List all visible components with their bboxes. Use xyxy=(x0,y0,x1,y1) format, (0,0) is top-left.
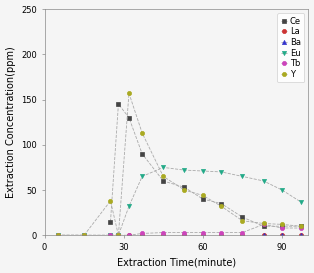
Y xyxy=(109,199,112,203)
Line: Ba: Ba xyxy=(56,233,303,237)
Y xyxy=(201,194,205,197)
Line: Y: Y xyxy=(56,91,303,237)
X-axis label: Extraction Time(minute): Extraction Time(minute) xyxy=(117,257,236,268)
Y xyxy=(299,225,302,228)
Line: Eu: Eu xyxy=(56,165,303,237)
Ba xyxy=(109,234,112,237)
Eu xyxy=(241,175,244,178)
Line: Tb: Tb xyxy=(56,222,303,237)
Tb xyxy=(201,231,205,234)
Eu xyxy=(140,175,144,178)
Y xyxy=(56,234,60,237)
Ba xyxy=(280,234,284,237)
Tb xyxy=(161,231,165,234)
Ba xyxy=(82,234,86,237)
Ce xyxy=(241,215,244,219)
Ba xyxy=(161,234,165,237)
Tb xyxy=(56,234,60,237)
La xyxy=(82,234,86,237)
Y xyxy=(116,234,120,237)
Y xyxy=(161,175,165,178)
Eu xyxy=(56,234,60,237)
Ce xyxy=(182,186,186,189)
Legend: Ce, La, Ba, Eu, Tb, Y: Ce, La, Ba, Eu, Tb, Y xyxy=(277,13,304,82)
Tb xyxy=(262,223,265,226)
Eu xyxy=(219,170,223,174)
Y xyxy=(127,91,131,95)
La xyxy=(219,234,223,237)
Ba xyxy=(116,234,120,237)
Ba xyxy=(262,234,265,237)
Line: La: La xyxy=(56,233,303,237)
Ba xyxy=(182,234,186,237)
Ce xyxy=(299,225,302,228)
La xyxy=(262,234,265,237)
Y xyxy=(241,219,244,222)
Eu xyxy=(201,169,205,173)
Ce xyxy=(262,225,265,228)
Eu xyxy=(116,234,120,237)
Y xyxy=(182,188,186,192)
Ba xyxy=(241,234,244,237)
Tb xyxy=(116,234,120,237)
Eu xyxy=(299,200,302,203)
Eu xyxy=(127,205,131,208)
Ba xyxy=(219,234,223,237)
Eu xyxy=(161,166,165,169)
Ba xyxy=(140,234,144,237)
Eu xyxy=(182,168,186,172)
Tb xyxy=(280,226,284,230)
Ce xyxy=(201,197,205,201)
Ce xyxy=(219,202,223,205)
Ba xyxy=(56,234,60,237)
La xyxy=(299,234,302,237)
Ba xyxy=(127,234,131,237)
Tb xyxy=(299,226,302,230)
Eu xyxy=(109,234,112,237)
Ce xyxy=(161,179,165,183)
Line: Ce: Ce xyxy=(108,102,303,228)
Tb xyxy=(182,231,186,234)
Y xyxy=(140,131,144,135)
Ba xyxy=(201,234,205,237)
Eu xyxy=(280,188,284,192)
La xyxy=(182,234,186,237)
La xyxy=(241,234,244,237)
Ce xyxy=(116,102,120,106)
Y xyxy=(219,205,223,208)
Y xyxy=(82,234,86,237)
La xyxy=(127,234,131,237)
Y xyxy=(280,223,284,226)
Y-axis label: Extraction Concentration(ppm): Extraction Concentration(ppm) xyxy=(6,46,16,198)
Tb xyxy=(127,234,131,237)
La xyxy=(109,234,112,237)
Ce xyxy=(109,220,112,223)
Tb xyxy=(219,231,223,234)
Tb xyxy=(241,231,244,234)
Tb xyxy=(140,232,144,235)
La xyxy=(161,234,165,237)
La xyxy=(116,234,120,237)
Eu xyxy=(82,234,86,237)
Y xyxy=(262,222,265,225)
Tb xyxy=(82,234,86,237)
Ba xyxy=(299,234,302,237)
La xyxy=(140,234,144,237)
La xyxy=(201,234,205,237)
La xyxy=(56,234,60,237)
La xyxy=(280,234,284,237)
Tb xyxy=(109,234,112,237)
Eu xyxy=(262,179,265,183)
Ce xyxy=(140,152,144,155)
Ce xyxy=(280,225,284,228)
Ce xyxy=(127,116,131,119)
